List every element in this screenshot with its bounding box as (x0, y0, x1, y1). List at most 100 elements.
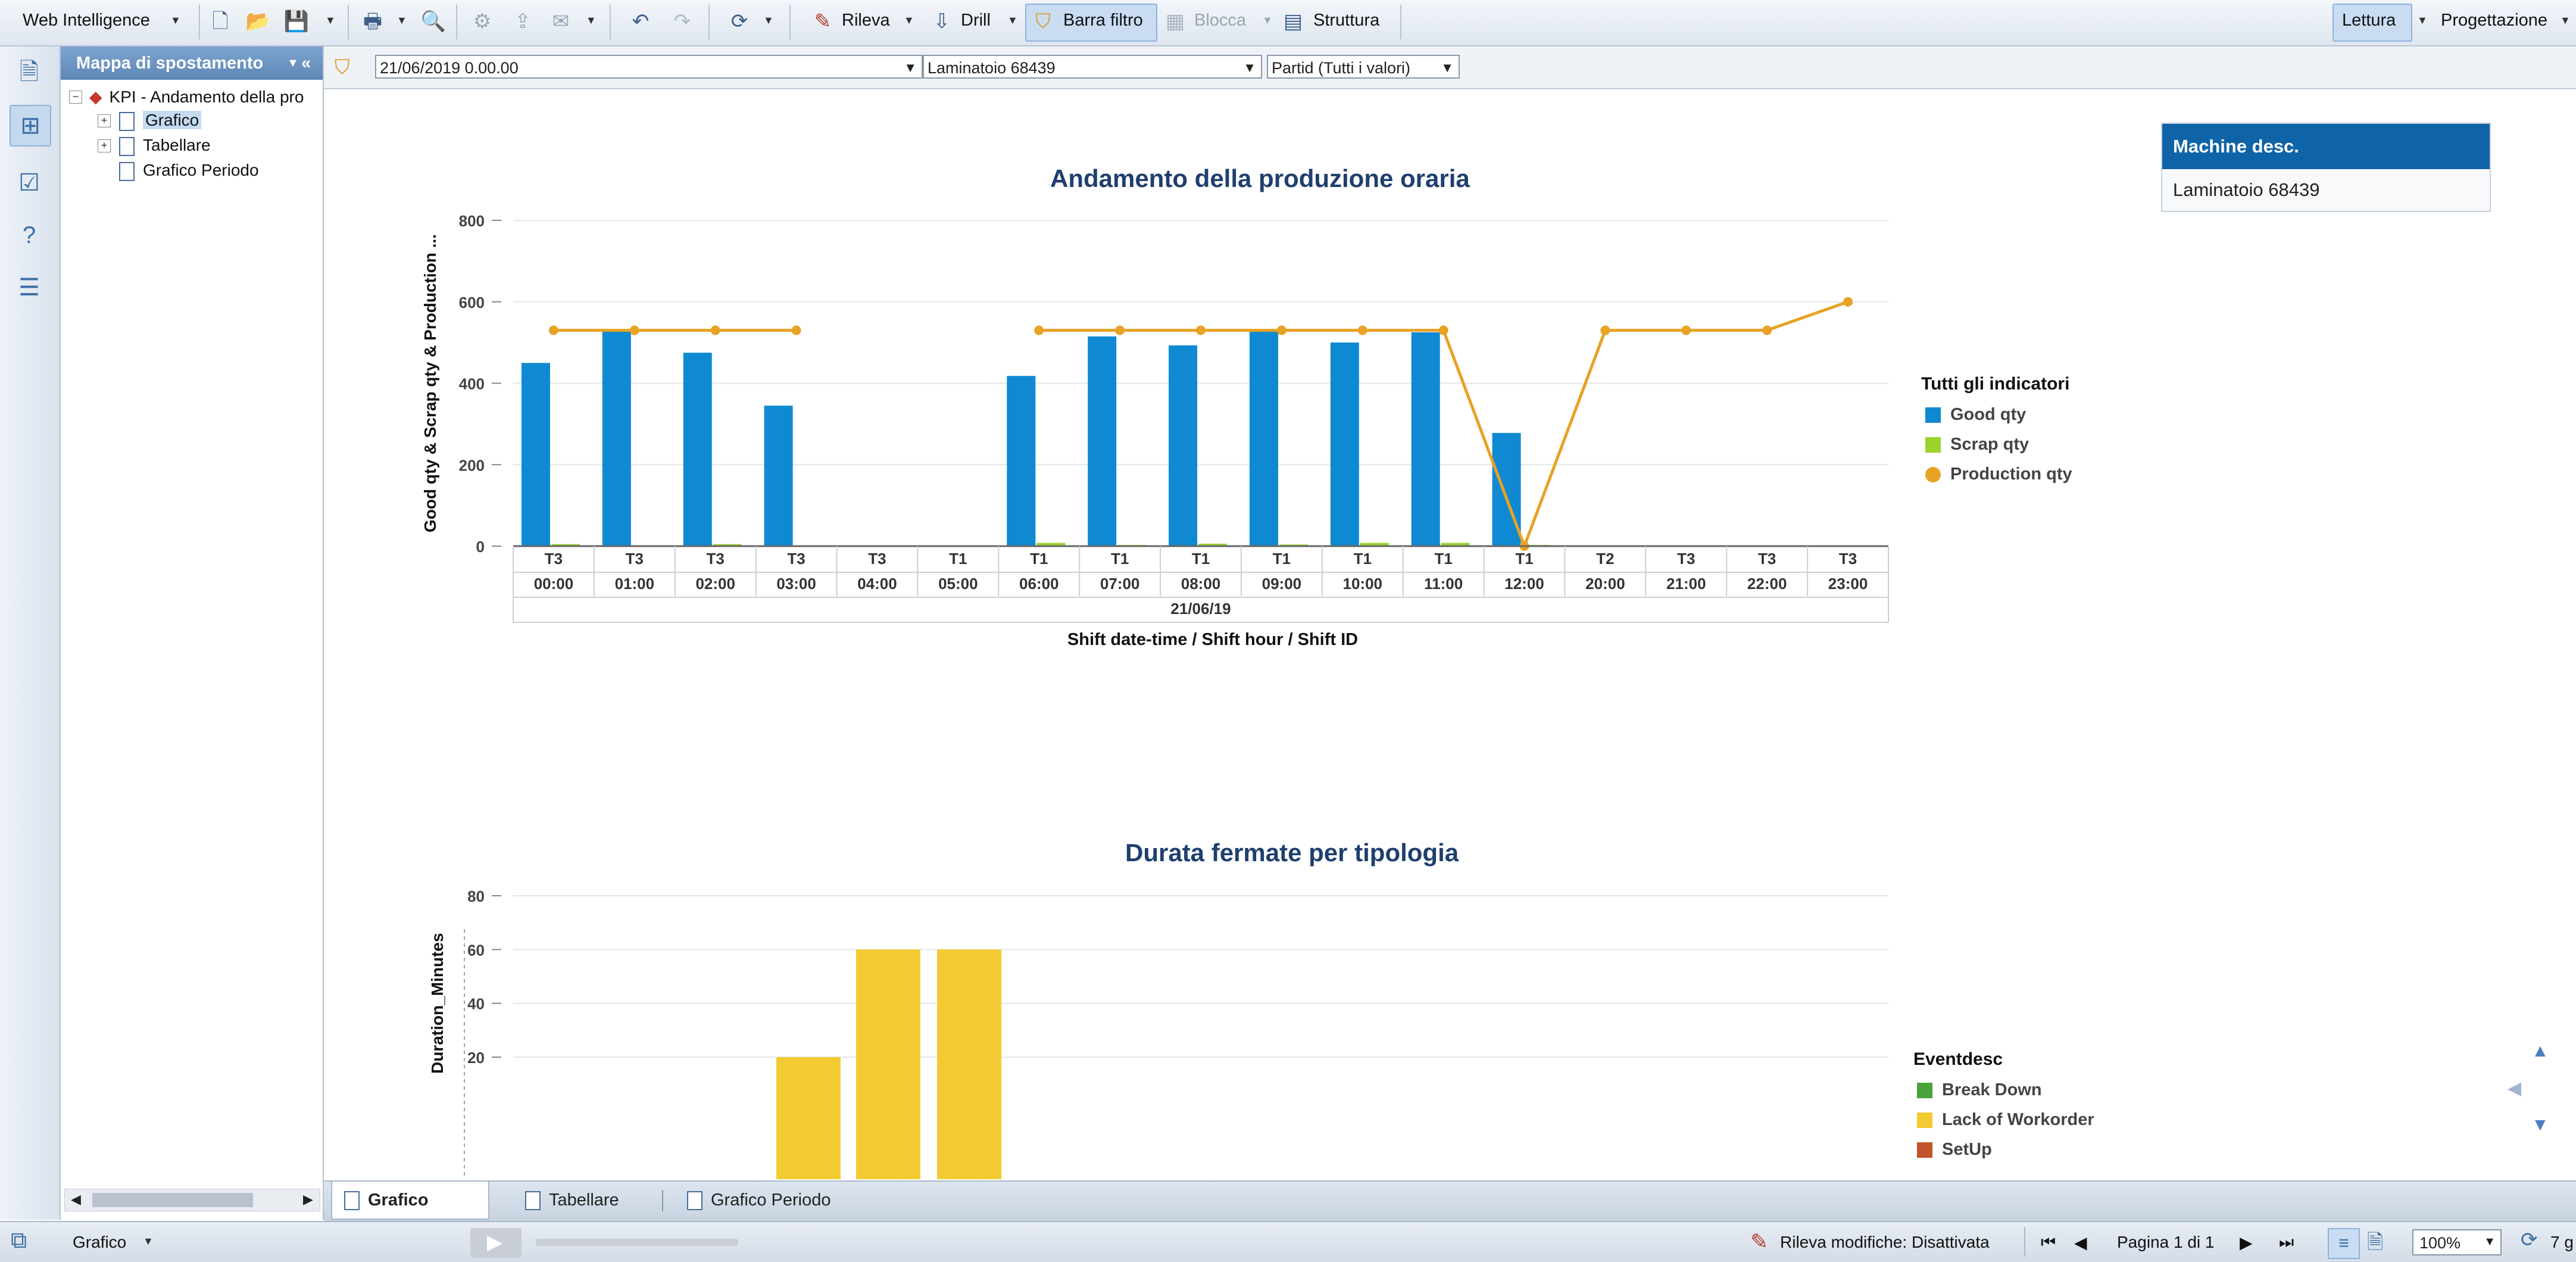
input-controls-icon[interactable]: ☑ (18, 170, 40, 196)
chevron-down-icon: ▼ (2484, 1235, 2496, 1248)
chevron-down-icon[interactable]: ▼ (325, 14, 336, 26)
expand-icon[interactable]: + (98, 139, 111, 152)
hour-label: 03:00 (776, 575, 816, 593)
structure-icon[interactable]: ▤ (1283, 10, 1303, 33)
collapse-icon[interactable]: − (69, 91, 82, 104)
nav-title: Mappa di spostamento (76, 54, 264, 73)
chevron-down-icon[interactable]: ▼ (143, 1235, 154, 1247)
point-production-qty (629, 325, 639, 335)
chevron-down-icon[interactable]: ▼ (904, 14, 914, 26)
first-page-icon[interactable]: ⏮ (2041, 1233, 2056, 1251)
y-tick-label: 80 (467, 887, 485, 905)
date-filter-select[interactable]: 21/06/2019 0.00.00 ▼ (375, 55, 923, 79)
filter-bar: ⛉ 21/06/2019 0.00.00 ▼ Laminatoio 68439 ▼ … (324, 46, 2576, 89)
refresh-icon[interactable]: ⟳ (2521, 1229, 2538, 1251)
legend-scrap-qty[interactable]: Scrap qty (1925, 435, 2029, 454)
undo-icon[interactable]: ↶ (632, 10, 650, 33)
tab-separator (662, 1190, 663, 1211)
point-production-qty (1843, 297, 1853, 307)
rileva-icon[interactable]: ✎ (814, 10, 832, 33)
open-folder-icon[interactable]: 📂 (245, 10, 271, 33)
filter-icon[interactable]: ⛉ (1035, 10, 1051, 33)
chevron-down-icon[interactable]: ▼ (2417, 14, 2428, 26)
scrollbar-thumb[interactable] (92, 1193, 253, 1207)
hour-label: 11:00 (1424, 575, 1463, 593)
play-button[interactable]: ▶ (470, 1228, 522, 1258)
track-icon[interactable]: ⚙ (473, 10, 492, 33)
export-icon[interactable]: ⇪ (514, 10, 532, 33)
help-icon[interactable]: ? (22, 222, 36, 248)
new-document-icon[interactable]: 🗋 (212, 10, 229, 33)
lettura-label[interactable]: Lettura (2342, 11, 2396, 30)
drill-icon[interactable]: ⇩ (933, 10, 951, 33)
track-changes-icon[interactable]: ✎ (1750, 1229, 1769, 1254)
grid-icon[interactable]: ▦ (1165, 10, 1185, 33)
scroll-right-icon[interactable]: ▶ (303, 1192, 313, 1207)
tree-item-grafico[interactable]: Grafico (119, 111, 202, 131)
partid-filter-select[interactable]: Partid (Tutti i valori) ▼ (1267, 55, 1460, 79)
legend-break-down[interactable]: Break Down (1917, 1080, 2042, 1100)
tab-grafico-periodo[interactable]: Grafico Periodo (675, 1182, 878, 1219)
barra-filtro-button[interactable] (1025, 4, 1157, 42)
chevron-down-icon[interactable]: ▼ (763, 14, 774, 26)
progettazione-button[interactable]: Progettazione (2441, 11, 2547, 30)
document-icon (119, 111, 135, 131)
current-report-name[interactable]: Grafico (73, 1233, 127, 1251)
chevron-down-icon[interactable]: ▼ (586, 14, 597, 26)
refresh-icon[interactable]: ⟳ (730, 10, 748, 33)
quick-display-icon[interactable]: ≡ (2328, 1228, 2360, 1259)
rileva-button[interactable]: Rileva (842, 11, 890, 30)
machine-filter-select[interactable]: Laminatoio 68439 ▼ (923, 55, 1262, 79)
page-mode-icon[interactable]: 🗎 (2367, 1231, 2384, 1254)
comments-icon[interactable]: ☰ (18, 275, 40, 301)
web-intelligence-menu[interactable]: Web Intelligence (23, 11, 150, 30)
navigation-map-panel: Mappa di spostamento ▼ « − ◆ KPI - Andame… (61, 46, 324, 1220)
legend-swatch (1917, 1083, 1932, 1099)
chevron-down-icon[interactable]: ▼ (1007, 14, 1018, 26)
tab-tabellare[interactable]: Tabellare (513, 1182, 668, 1219)
last-page-icon[interactable]: ⏭ (2279, 1233, 2294, 1251)
tree-root[interactable]: ◆ KPI - Andamento della pro (89, 87, 304, 107)
previous-page-icon[interactable]: ◀ (2074, 1233, 2087, 1252)
page-up-icon[interactable]: ▲ (2531, 1041, 2549, 1061)
chevron-down-icon[interactable]: ▼ (287, 57, 299, 70)
point-production-qty (1438, 325, 1448, 335)
drill-button[interactable]: Drill (961, 11, 991, 30)
chevron-down-icon[interactable]: ▼ (1262, 14, 1273, 26)
zoom-select[interactable]: 100% ▼ (2412, 1229, 2502, 1255)
chevron-down-icon[interactable]: ▼ (2560, 14, 2571, 26)
expand-icon[interactable]: + (98, 114, 111, 127)
nav-horizontal-scrollbar[interactable]: ◀ ▶ (64, 1189, 320, 1211)
email-icon[interactable]: ✉ (552, 10, 570, 33)
page-down-icon[interactable]: ▼ (2531, 1115, 2549, 1135)
redo-icon[interactable]: ↷ (673, 10, 691, 33)
navigation-map-icon[interactable]: ⊞ (10, 105, 51, 147)
legend-good-qty[interactable]: Good qty (1925, 405, 2026, 425)
tab-grafico[interactable]: Grafico (331, 1182, 489, 1220)
collapse-panel-icon[interactable]: « (301, 54, 311, 73)
print-icon[interactable]: 🖶 (363, 10, 383, 33)
next-page-icon[interactable]: ▶ (2240, 1233, 2253, 1252)
tree-item-grafico-periodo[interactable]: Grafico Periodo (119, 161, 259, 181)
legend-lack-of-workorder[interactable]: Lack of Workorder (1917, 1110, 2094, 1130)
legend-swatch (1917, 1113, 1932, 1129)
tree-item-tabellare[interactable]: Tabellare (119, 136, 211, 156)
document-summary-icon[interactable]: 🗎 (19, 59, 39, 85)
find-icon[interactable]: 🔍 (420, 10, 446, 33)
chevron-down-icon[interactable]: ▼ (396, 14, 407, 26)
barra-filtro-label[interactable]: Barra filtro (1063, 11, 1143, 30)
struttura-button[interactable]: Struttura (1313, 11, 1380, 30)
legend-production-qty[interactable]: Production qty (1925, 465, 2072, 484)
legend-setup[interactable]: SetUp (1917, 1140, 1992, 1160)
hour-label: 12:00 (1504, 575, 1544, 593)
play-icon: ▶ (487, 1231, 503, 1254)
date-filter-value: 21/06/2019 0.00.00 (380, 59, 519, 77)
scroll-left-icon[interactable]: ◀ (71, 1192, 81, 1207)
page-indicator[interactable]: Pagina 1 di 1 (2117, 1233, 2215, 1251)
page-left-icon[interactable]: ◀ (2508, 1079, 2522, 1098)
chevron-down-icon[interactable]: ▼ (170, 14, 181, 26)
report-structure-icon[interactable]: ⧉ (11, 1228, 27, 1253)
save-icon[interactable]: 💾 (283, 10, 310, 33)
blocca-button[interactable]: Blocca (1194, 11, 1247, 30)
lettura-button[interactable] (2333, 4, 2412, 42)
